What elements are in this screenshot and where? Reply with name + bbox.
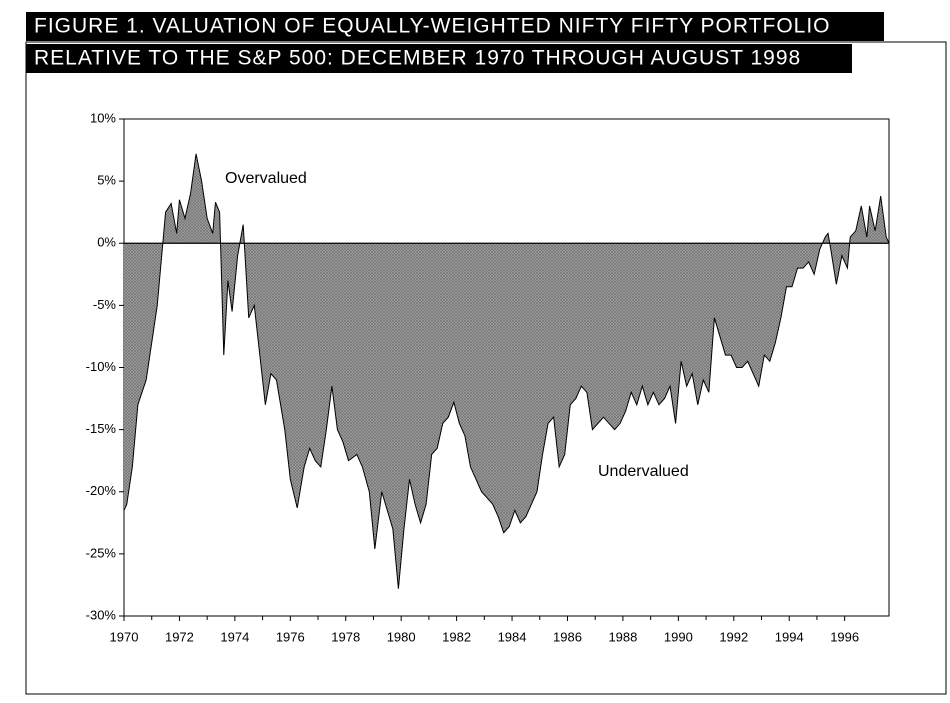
area-fill [124, 153, 889, 589]
chart-subtitle: RELATIVE TO THE S&P 500: DECEMBER 1970 T… [34, 47, 801, 70]
title-band [26, 12, 884, 41]
x-tick-label: 1980 [387, 629, 416, 644]
subtitle-band [26, 44, 852, 73]
x-tick-label: 1988 [608, 629, 637, 644]
area-line [123, 153, 890, 589]
x-tick-label: 1990 [664, 629, 693, 644]
y-tick-label: -5% [93, 297, 117, 312]
x-tick-label: 1994 [775, 629, 804, 644]
y-tick-label: -10% [86, 359, 117, 374]
x-tick-label: 1974 [220, 629, 249, 644]
annotation: Overvalued [225, 170, 307, 187]
y-tick-label: -20% [86, 483, 117, 498]
chart-title: FIGURE 1. VALUATION OF EQUALLY-WEIGHTED … [34, 15, 831, 38]
x-tick-label: 1992 [719, 629, 748, 644]
x-tick-label: 1972 [165, 629, 194, 644]
x-tick-label: 1978 [331, 629, 360, 644]
x-tick-label: 1984 [498, 629, 527, 644]
y-tick-label: 10% [90, 110, 116, 125]
x-tick-label: 1982 [442, 629, 471, 644]
x-tick-label: 1970 [110, 629, 139, 644]
y-tick-label: -25% [86, 545, 117, 560]
y-tick-label: -15% [86, 421, 117, 436]
annotation: Undervalued [598, 463, 689, 480]
x-tick-label: 1996 [830, 629, 859, 644]
x-tick-label: 1976 [276, 629, 305, 644]
y-tick-label: 5% [97, 173, 116, 188]
y-tick-label: -30% [86, 607, 117, 622]
y-tick-label: 0% [97, 235, 116, 250]
x-tick-label: 1986 [553, 629, 582, 644]
frame [25, 41, 947, 695]
